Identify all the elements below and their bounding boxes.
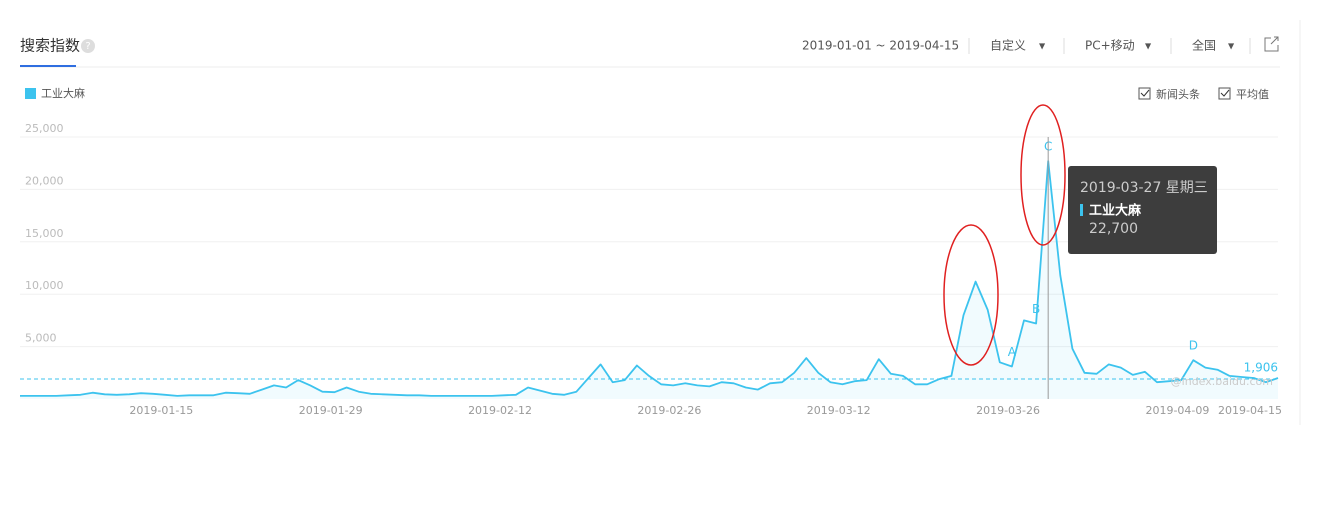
export-icon[interactable] — [1264, 36, 1279, 52]
y-tick-label: 10,000 — [25, 279, 64, 292]
annotation: B — [1032, 302, 1040, 316]
watermark: @index.baidu.com — [1171, 375, 1273, 388]
tooltip-box — [1068, 166, 1217, 254]
x-tick-label: 2019-04-15 — [1218, 404, 1282, 417]
tooltip-value: 22,700 — [1089, 221, 1138, 237]
highlight-ellipse — [943, 224, 999, 366]
checkbox[interactable] — [1138, 87, 1151, 100]
legend-swatch — [25, 88, 36, 99]
dropdown-arrow: ▼ — [1039, 42, 1046, 51]
option-label: 新闻头条 — [1156, 87, 1200, 101]
dropdown-arrow: ▼ — [1145, 42, 1152, 51]
tooltip-swatch — [1080, 204, 1083, 216]
help-icon[interactable] — [81, 39, 95, 53]
dropdown-arrow: ▼ — [1228, 42, 1235, 51]
legend-label: 工业大麻 — [41, 86, 85, 100]
date-range[interactable]: 2019-01-01 ~ 2019-04-15 — [802, 39, 959, 53]
tooltip-series: 工业大麻 — [1089, 203, 1142, 219]
help-mark: ? — [85, 41, 90, 52]
tooltip-title: 2019-03-27 星期三 — [1080, 180, 1208, 196]
annotation: A — [1008, 345, 1017, 359]
x-tick-label: 2019-03-26 — [976, 404, 1040, 417]
control[interactable]: 全国 — [1192, 38, 1216, 53]
area — [20, 161, 1278, 399]
average-label: 1,906 — [1244, 361, 1278, 375]
x-tick-label: 2019-03-12 — [807, 404, 871, 417]
checkbox[interactable] — [1218, 87, 1231, 100]
plot: 5,000 10,000 15,000 20,000 25,000 2019-01-15 2… — [20, 122, 1282, 417]
option-label: 平均值 — [1236, 88, 1269, 101]
x-tick-label: 2019-02-26 — [637, 404, 701, 417]
annotation: D — [1189, 339, 1198, 353]
y-tick-label: 25,000 — [25, 122, 64, 135]
y-tick-label: 5,000 — [25, 332, 57, 345]
x-tick-label: 2019-01-29 — [299, 404, 363, 417]
x-tick-label: 2019-01-15 — [129, 404, 193, 417]
y-tick-label: 15,000 — [25, 227, 64, 240]
check — [1140, 89, 1150, 97]
y-tick-label: 20,000 — [25, 174, 64, 187]
chart-title: 搜索指数 — [20, 37, 80, 55]
check — [1220, 89, 1230, 97]
highlight-ellipse — [1020, 104, 1066, 246]
x-tick-label: 2019-02-12 — [468, 404, 532, 417]
line — [20, 160, 1279, 397]
control[interactable]: 自定义 — [990, 38, 1026, 53]
control[interactable]: PC+移动 — [1085, 39, 1135, 53]
x-tick-label: 2019-04-09 — [1145, 404, 1209, 417]
